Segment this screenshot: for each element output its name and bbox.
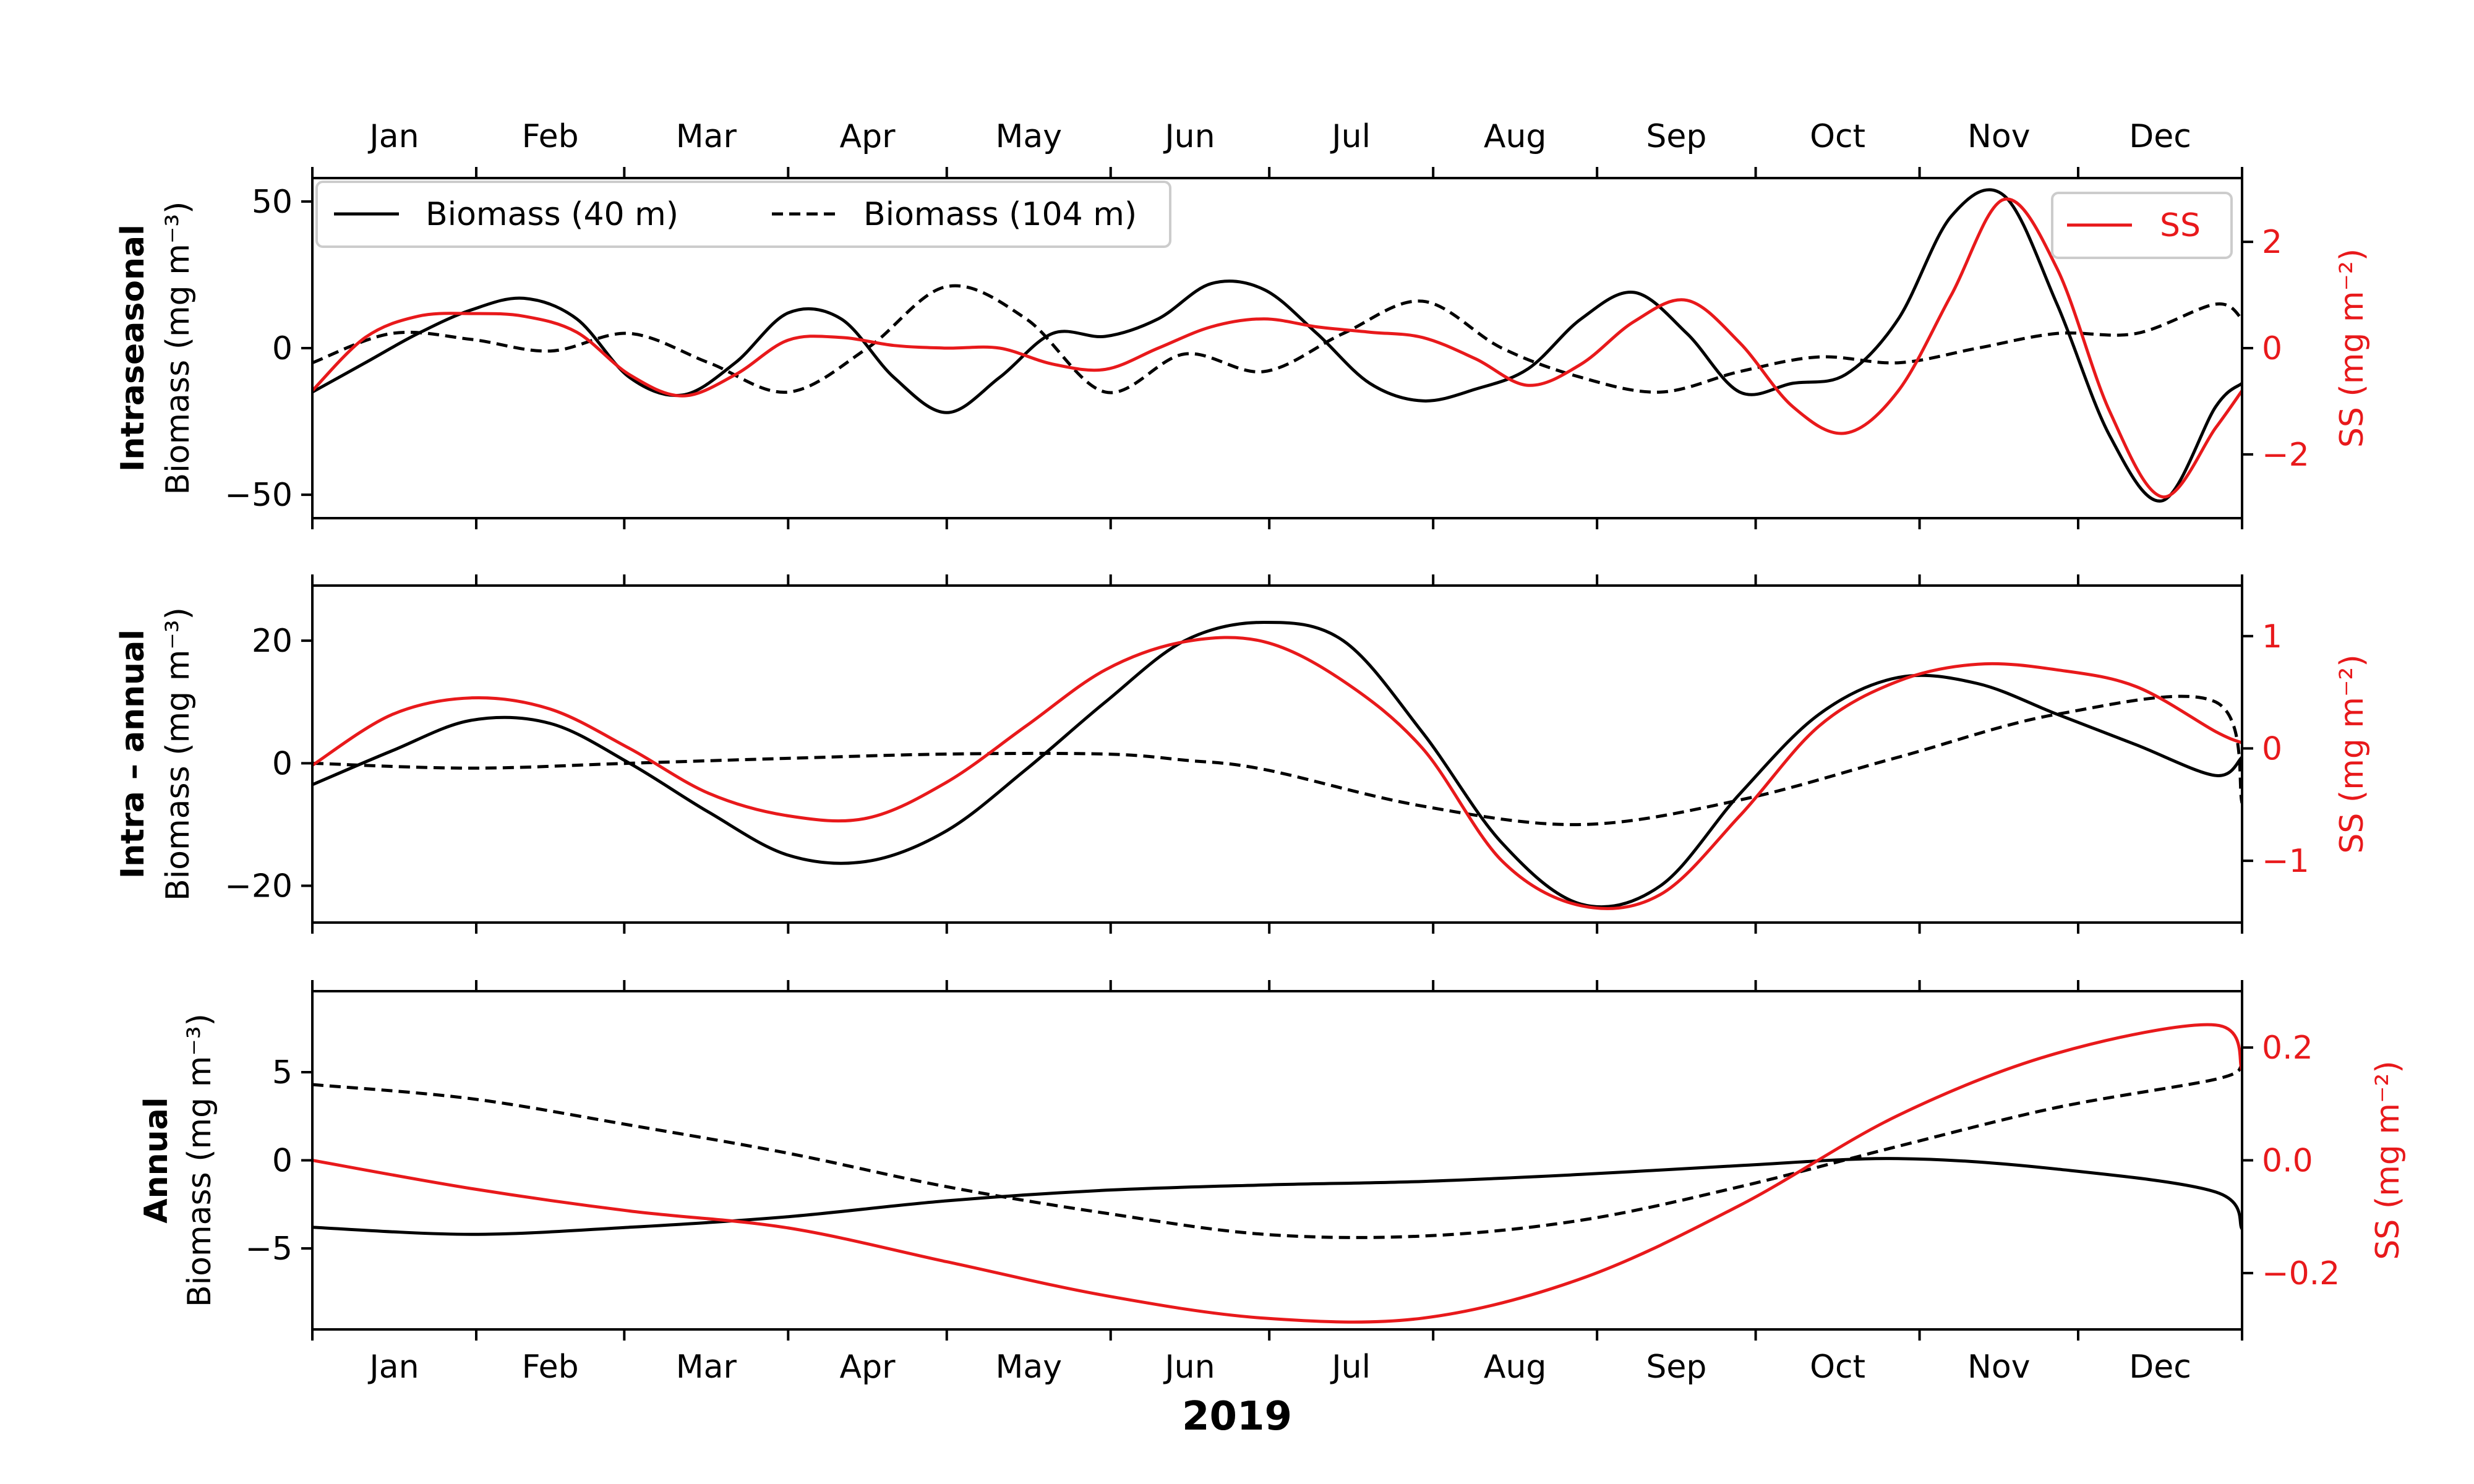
- x-tick-label: Mar: [676, 1349, 737, 1386]
- x-tick-label: Jul: [1330, 1349, 1371, 1386]
- legend-label: Biomass (40 m): [426, 196, 678, 233]
- series-line-ss: [312, 197, 2242, 499]
- y2-tick-label: 0: [2262, 730, 2282, 767]
- y2-tick-label: −0.2: [2262, 1255, 2340, 1292]
- x-tick-label: Oct: [1810, 1349, 1865, 1386]
- panel-title: Intra – annual: [114, 629, 152, 879]
- y-tick-label: 0: [272, 1143, 293, 1180]
- x-tick-label: Dec: [2129, 118, 2191, 155]
- y2-tick-label: 0.0: [2262, 1143, 2313, 1180]
- series-line-biomass-40-m: [312, 621, 2242, 909]
- x-tick-label: Oct: [1810, 118, 1865, 155]
- series-group: [312, 621, 2242, 910]
- x-tick-label: Apr: [840, 1349, 896, 1386]
- y-axis-label: Biomass (mg m⁻³): [181, 1013, 218, 1307]
- y-tick-label: 5: [272, 1054, 293, 1091]
- y2-axis-label: SS (mg m⁻²): [2334, 654, 2371, 853]
- y2-tick-label: 1: [2262, 618, 2282, 655]
- x-tick-label: Sep: [1646, 1349, 1706, 1386]
- legend-label: Biomass (104 m): [863, 196, 1137, 233]
- series-line-biomass-104-m: [312, 694, 2242, 827]
- legend-frame: [2051, 192, 2233, 259]
- y-axis-label: Biomass (mg m⁻³): [160, 202, 197, 495]
- series-line-ss: [312, 636, 2242, 910]
- series-group: [312, 1023, 2242, 1324]
- x-tick-label: Nov: [1967, 118, 2031, 155]
- x-tick-label: Aug: [1484, 1349, 1547, 1386]
- panel-title: Intraseasonal: [114, 224, 152, 472]
- y-tick-label: −5: [245, 1230, 293, 1268]
- y-tick-label: 20: [252, 623, 293, 660]
- month-labels: Jan Jan Feb Feb Mar Mar Apr Apr May May Jun Jun Jul J…: [367, 118, 2191, 1386]
- panel-intra-annual: −20 0 20 −1 0 1 Intra – annual Biomass (mg m⁻³)…: [114, 574, 2371, 934]
- y2-tick-label: −2: [2262, 437, 2309, 474]
- series-line-biomass-104-m: [312, 1064, 2242, 1239]
- y2-axis-label: SS (mg m⁻²): [2334, 249, 2371, 448]
- series-line-biomass-40-m: [312, 188, 2242, 503]
- x-tick-label: May: [995, 1349, 1062, 1386]
- x-tick-label: Nov: [1967, 1349, 2031, 1386]
- x-tick-label: Sep: [1646, 118, 1706, 155]
- x-tick-label: Jul: [1330, 118, 1371, 155]
- x-tick-label: Apr: [840, 118, 896, 155]
- panel-title: Annual: [138, 1097, 175, 1223]
- x-tick-label: Jun: [1163, 118, 1215, 155]
- y-axis-label: Biomass (mg m⁻³): [160, 607, 197, 901]
- y-tick-label: −50: [225, 477, 293, 514]
- x-tick-label: May: [995, 118, 1062, 155]
- x-tick-label: Feb: [522, 1349, 579, 1386]
- panel-intraseasonal: −50 0 50 −2 0 2 Intraseasonal Biomass (mg m⁻³) S…: [114, 167, 2371, 529]
- legend-biomass: Biomass (40 m) Biomass (104 m): [315, 181, 1171, 248]
- y-tick-label: 0: [272, 745, 293, 782]
- x-tick-label: Feb: [522, 118, 579, 155]
- series-line-biomass-40-m: [312, 1157, 2242, 1236]
- legend-ss: SS: [2051, 192, 2233, 259]
- y-tick-label: −20: [225, 868, 293, 905]
- x-tick-label: Jan: [367, 118, 419, 155]
- x-tick-label: Aug: [1484, 118, 1547, 155]
- y-tick-label: 50: [252, 184, 293, 221]
- x-tick-label: Mar: [676, 118, 737, 155]
- legend-frame: [315, 181, 1171, 248]
- y2-axis-label: SS (mg m⁻²): [2369, 1060, 2407, 1260]
- x-tick-label: Jan: [367, 1349, 419, 1386]
- x-tick-label: Dec: [2129, 1349, 2191, 1386]
- y2-tick-label: 0: [2262, 330, 2282, 367]
- y-tick-label: 0: [272, 330, 293, 367]
- y2-tick-label: 2: [2262, 224, 2282, 261]
- y2-tick-label: 0.2: [2262, 1030, 2313, 1067]
- y2-tick-label: −1: [2262, 843, 2309, 880]
- axes-frame: [311, 584, 2243, 924]
- series-line-ss: [312, 1023, 2242, 1324]
- series-group: [312, 188, 2242, 503]
- series-line-biomass-104-m: [312, 284, 2242, 394]
- legend-label: SS: [2160, 207, 2201, 244]
- panel-annual: −5 0 5 −0.2 0.0 0.2 Annual Biomass (mg m⁻³) SS (…: [138, 980, 2407, 1341]
- x-tick-label: Jun: [1163, 1349, 1215, 1386]
- x-axis-label: 2019: [1182, 1394, 1292, 1439]
